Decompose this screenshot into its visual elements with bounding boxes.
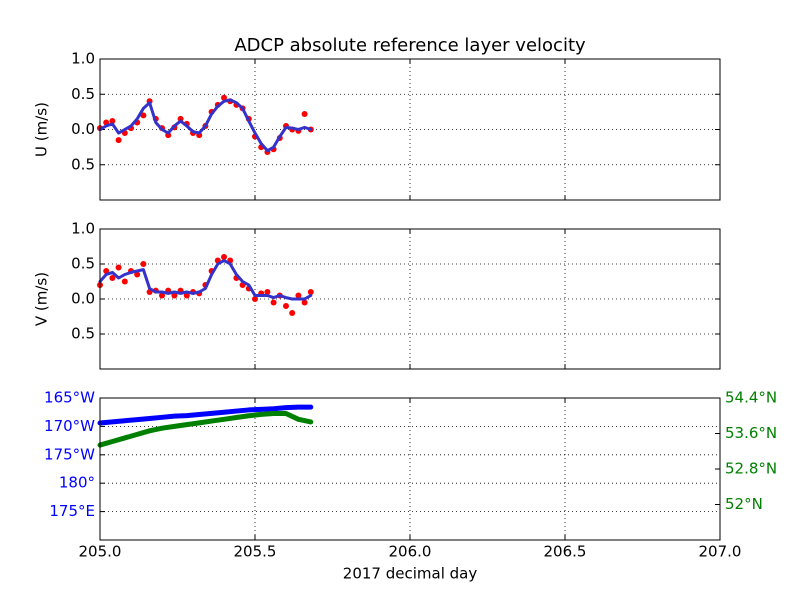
data-point xyxy=(115,264,122,271)
data-point xyxy=(121,278,128,285)
x-axis-label: 2017 decimal day xyxy=(343,565,478,583)
data-point xyxy=(140,261,147,267)
y-tick-label: 0.0 xyxy=(71,290,95,308)
y-tick-label: 165°W xyxy=(44,389,95,407)
data-point xyxy=(221,254,227,260)
y2-tick-label: 54.4°N xyxy=(725,389,777,407)
y-tick-label: 1.0 xyxy=(71,50,95,68)
plot-frame xyxy=(99,228,721,370)
data-point xyxy=(140,112,147,119)
y-tick-label: 0.5 xyxy=(71,85,95,103)
data-point xyxy=(301,110,308,117)
y-tick-label: 175°E xyxy=(49,502,95,520)
data-point xyxy=(221,94,227,101)
x-tick-label: 205.0 xyxy=(79,543,122,561)
y-tick-label: 0.0 xyxy=(71,120,95,138)
data-line xyxy=(97,404,314,426)
y-tick-label: 0.5 xyxy=(71,155,95,173)
data-point xyxy=(159,292,165,299)
x-tick-label: 206.0 xyxy=(389,543,432,561)
data-point xyxy=(270,299,277,306)
data-point xyxy=(283,303,289,309)
data-point xyxy=(307,289,314,295)
y2-tick-label: 52.8°N xyxy=(725,460,777,478)
data-point xyxy=(183,292,190,299)
chart-title: ADCP absolute reference layer velocity xyxy=(234,35,586,56)
data-point xyxy=(301,299,308,306)
data-point xyxy=(109,118,116,125)
y-tick-label: 0.5 xyxy=(71,255,95,273)
y-tick-label: 180° xyxy=(59,474,95,492)
data-point xyxy=(252,296,258,302)
y-tick-label: 175°W xyxy=(44,445,95,463)
data-point xyxy=(289,310,296,316)
y2-tick-label: 52°N xyxy=(725,495,763,513)
y-tick-label: 170°W xyxy=(44,417,95,435)
data-point xyxy=(264,289,271,295)
x-tick-label: 205.5 xyxy=(234,543,277,561)
x-tick-label: 207.0 xyxy=(699,543,742,561)
y-tick-label: 0.5 xyxy=(71,325,95,343)
y2-tick-label: 53.6°N xyxy=(725,424,777,442)
plot-frame xyxy=(99,58,721,201)
data-line xyxy=(98,98,313,153)
plot-frame xyxy=(99,397,721,541)
data-point xyxy=(295,292,302,299)
y-axis-label: U (m/s) xyxy=(33,102,51,157)
data-line xyxy=(98,259,313,301)
y-axis-label: V (m/s) xyxy=(33,272,51,326)
data-point xyxy=(115,137,122,144)
x-tick-label: 206.5 xyxy=(544,543,587,561)
data-point xyxy=(171,292,178,299)
data-point xyxy=(109,275,116,281)
data-line xyxy=(97,411,314,448)
data-point xyxy=(134,271,141,278)
y-tick-label: 1.0 xyxy=(71,220,95,238)
